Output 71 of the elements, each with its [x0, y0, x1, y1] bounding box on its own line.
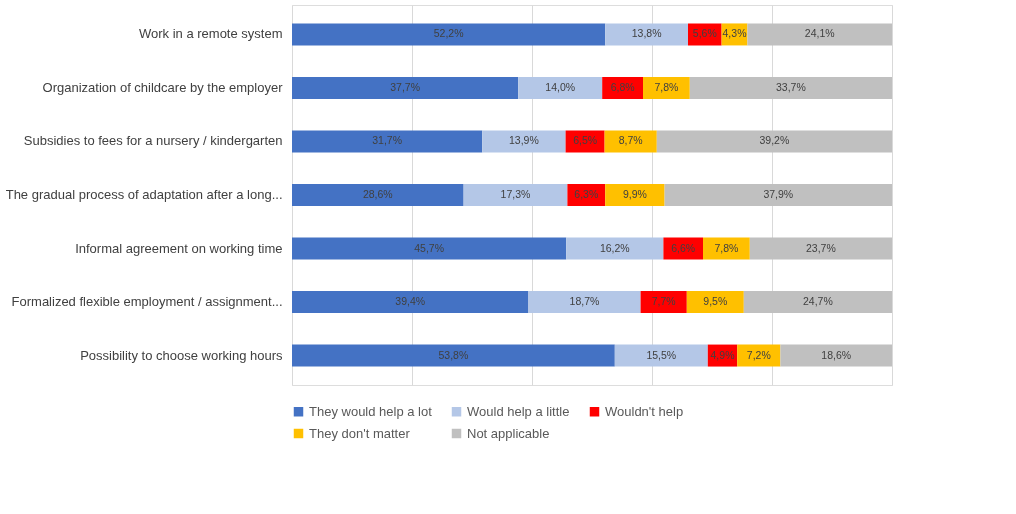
data-label: 6,3% — [574, 188, 599, 200]
y-tick-label: Possibility to choose working hours — [80, 347, 283, 363]
data-label: 7,8% — [714, 241, 739, 254]
bar — [518, 76, 603, 99]
bar — [482, 130, 566, 153]
data-label: 9,9% — [622, 188, 647, 200]
data-label: 7,7% — [651, 295, 676, 308]
bar — [528, 291, 641, 314]
bar — [292, 23, 606, 46]
bar — [463, 184, 568, 206]
data-label: 37,7% — [390, 80, 420, 93]
bar — [292, 291, 529, 314]
bar — [614, 344, 708, 367]
bar — [605, 184, 665, 206]
data-label: 16,2% — [599, 241, 630, 254]
legend-label: Not applicable — [467, 425, 550, 441]
data-label: 14,0% — [545, 80, 576, 93]
data-label: 9,5% — [703, 295, 728, 308]
data-label: 45,7% — [414, 241, 444, 254]
bar — [780, 344, 892, 367]
data-label: 13,9% — [509, 134, 539, 147]
data-label: 18,6% — [821, 348, 852, 361]
data-label: 6,8% — [610, 80, 635, 93]
data-label: 33,7% — [776, 80, 806, 93]
y-tick-label: Organization of childcare by the employer — [42, 79, 284, 95]
data-label: 52,2% — [433, 27, 464, 40]
bar — [743, 291, 892, 314]
bar — [292, 237, 567, 260]
data-label: 24,7% — [803, 295, 833, 308]
data-label: 24,1% — [804, 27, 835, 40]
data-label: 17,3% — [500, 188, 531, 200]
data-label: 4,9% — [710, 348, 735, 361]
bar — [566, 237, 664, 260]
data-label: 39,4% — [395, 295, 426, 308]
bar — [664, 184, 892, 206]
y-tick-label: The gradual process of adaptation after a long... — [5, 187, 283, 202]
data-label: 37,9% — [763, 188, 794, 200]
y-tick-label: Work in a remote system — [138, 26, 283, 42]
legend-label: They don't matter — [309, 425, 411, 441]
data-label: 39,2% — [759, 134, 790, 147]
bar — [689, 76, 892, 99]
data-label: 53,8% — [438, 348, 469, 361]
bar — [749, 237, 892, 260]
legend-label: Would help a little — [467, 403, 570, 419]
bar — [292, 344, 615, 367]
y-tick-label: Subsidies to fees for a nursery / kindergarten — [23, 133, 283, 149]
bar — [292, 184, 464, 206]
data-label: 4,3% — [722, 27, 747, 40]
bar — [747, 23, 892, 46]
bar — [640, 291, 687, 314]
bar — [686, 291, 744, 314]
bar — [292, 130, 483, 153]
data-label: 8,7% — [618, 134, 643, 147]
data-label: 7,8% — [654, 80, 679, 93]
legend-label: Wouldn't help — [605, 403, 684, 419]
data-label: 6,5% — [573, 134, 598, 147]
data-label: 15,5% — [646, 348, 677, 361]
data-label: 7,2% — [746, 348, 771, 361]
data-label: 28,6% — [362, 188, 393, 200]
data-label: 5,6% — [692, 27, 717, 40]
data-label: 13,8% — [631, 27, 662, 40]
bar — [656, 130, 892, 153]
y-tick-label: Informal agreement on working time — [75, 240, 283, 256]
bar — [605, 23, 688, 46]
data-label: 6,6% — [671, 241, 696, 254]
y-tick-label: Formalized flexible employment / assignment... — [11, 294, 283, 310]
legend-label: They would help a lot — [309, 403, 433, 419]
data-label: 18,7% — [569, 295, 600, 308]
bar — [292, 76, 519, 99]
data-label: 31,7% — [372, 134, 402, 147]
data-label: 23,7% — [806, 241, 836, 254]
